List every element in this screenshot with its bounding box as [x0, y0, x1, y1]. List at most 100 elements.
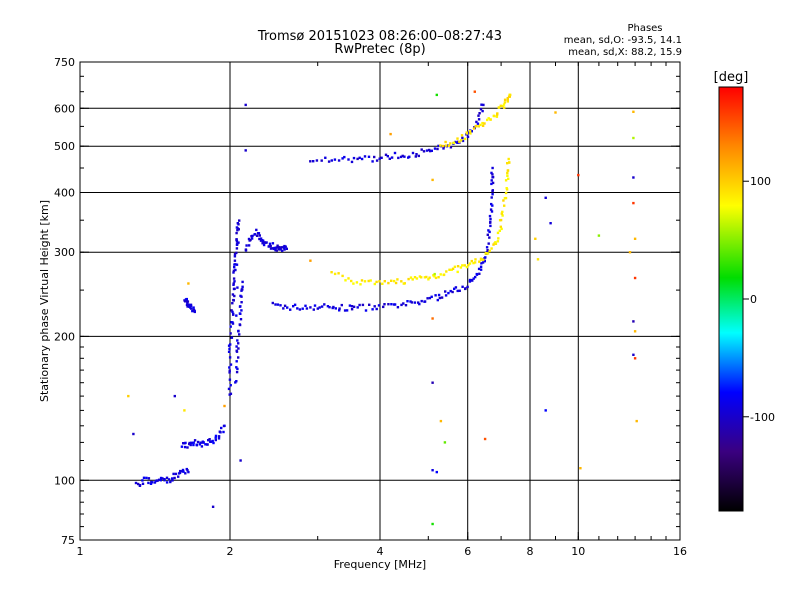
trace-point — [480, 103, 483, 106]
trace-point — [247, 244, 251, 247]
trace-point — [265, 241, 268, 244]
trace-point — [200, 445, 204, 448]
scatter-point — [534, 237, 537, 240]
trace-point — [333, 272, 337, 276]
trace-point — [450, 268, 453, 271]
scatter-point — [211, 505, 215, 508]
trace-point — [476, 122, 480, 125]
trace-point — [271, 247, 274, 250]
trace-point — [181, 468, 185, 472]
trace-point — [481, 121, 484, 125]
trace-point — [390, 156, 394, 159]
y-tick-label: 750 — [54, 56, 75, 69]
trace-point — [475, 120, 478, 124]
trace-point — [479, 108, 483, 111]
trace-point — [283, 248, 286, 251]
trace-point — [237, 342, 240, 345]
trace-point — [422, 150, 426, 153]
trace-point — [235, 360, 238, 363]
trace-point — [312, 308, 315, 311]
trace-point — [474, 275, 477, 279]
trace-point — [238, 312, 242, 315]
trace-point — [407, 277, 410, 281]
trace-point — [486, 233, 489, 236]
trace-point — [414, 155, 417, 158]
trace-point — [171, 479, 174, 482]
trace-point — [206, 443, 209, 446]
trace-point — [268, 242, 272, 245]
trace-point — [229, 332, 232, 335]
trace-point — [504, 179, 508, 182]
trace-point — [500, 227, 503, 231]
scatter-point — [443, 441, 447, 444]
y-axis-label: Stationary phase Virtual Height [km] — [38, 200, 51, 402]
scatter-point — [239, 459, 242, 462]
trace-point — [447, 144, 451, 147]
trace-point — [330, 271, 333, 274]
trace-point — [214, 436, 217, 439]
trace-point — [434, 276, 438, 280]
trace-point — [274, 303, 277, 306]
trace-point — [491, 193, 494, 196]
trace-point — [487, 117, 490, 120]
trace-point — [367, 155, 371, 158]
trace-point — [378, 280, 381, 283]
trace-point — [355, 281, 359, 284]
grid-lines — [80, 62, 680, 540]
trace-point — [415, 153, 418, 156]
trace-point — [198, 443, 202, 446]
trace-point — [497, 106, 501, 109]
colorbar-label: [deg] — [714, 70, 749, 85]
trace-point — [196, 440, 200, 444]
scatter-point — [244, 149, 247, 152]
trace-point — [253, 233, 257, 236]
trace-point — [276, 303, 280, 306]
trace-point — [418, 302, 421, 306]
trace-point — [375, 159, 379, 162]
trace-point — [439, 144, 442, 147]
trace-point — [218, 430, 221, 433]
phase-box-title: Phases — [627, 23, 662, 34]
trace-point — [208, 438, 211, 441]
x-tick-label: 4 — [377, 545, 384, 558]
trace-point — [240, 301, 243, 304]
trace-point — [503, 106, 506, 109]
trace-point — [478, 272, 481, 275]
colorbar-tick-label: 100 — [750, 175, 771, 188]
scatter-point — [431, 178, 434, 182]
trace-point — [359, 283, 362, 286]
trace-point — [465, 265, 469, 269]
trace-point — [492, 243, 495, 246]
trace-point — [427, 278, 430, 281]
trace-point — [387, 281, 390, 285]
trace-point — [323, 303, 326, 306]
trace-point — [397, 156, 400, 160]
trace-point — [222, 430, 225, 434]
trace-point — [373, 305, 376, 308]
trace-point — [444, 294, 448, 297]
trace-point — [504, 191, 508, 195]
trace-point — [417, 154, 420, 158]
trace-point — [425, 149, 429, 152]
trace-point — [159, 476, 163, 480]
trace-point — [411, 278, 414, 281]
trace-point — [141, 479, 144, 482]
trace-point — [491, 190, 494, 193]
trace-point — [501, 210, 504, 214]
trace-point — [255, 234, 259, 237]
trace-point — [478, 260, 481, 263]
trace-point — [304, 304, 307, 307]
trace-point — [241, 288, 244, 291]
trace-point — [466, 135, 470, 138]
trace-point — [232, 283, 235, 286]
trace-point — [239, 305, 242, 308]
trace-point — [449, 289, 452, 293]
trace-point — [174, 472, 178, 476]
trace-point — [490, 247, 493, 250]
trace-point — [375, 280, 378, 284]
trace-point — [282, 307, 285, 310]
trace-point — [324, 156, 327, 159]
scatter-point — [577, 173, 580, 177]
trace-point — [309, 160, 312, 163]
x-tick-label: 2 — [227, 545, 234, 558]
